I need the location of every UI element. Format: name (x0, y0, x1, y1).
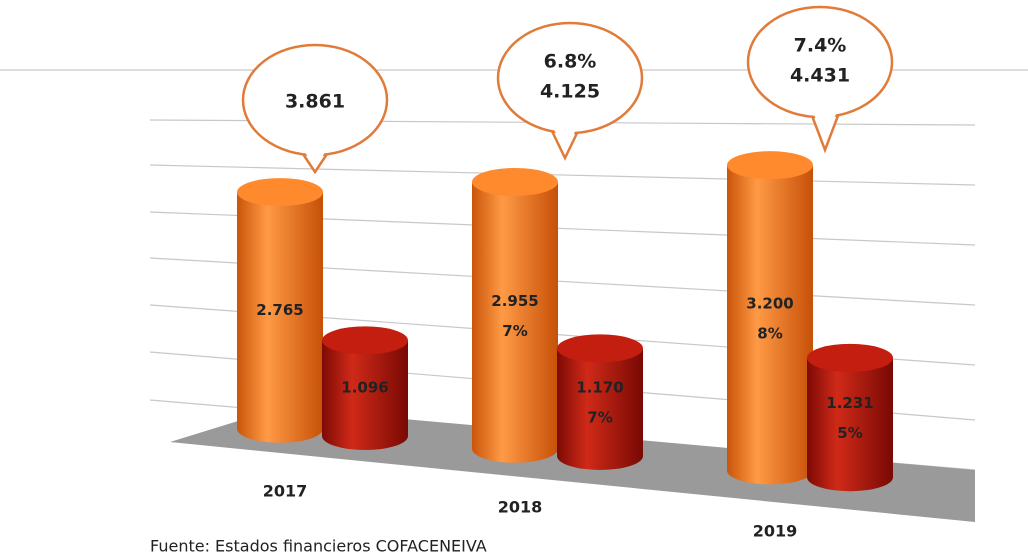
growth-label: 8% (757, 324, 782, 342)
cylinder-top (472, 167, 558, 196)
cylinder-top (237, 178, 323, 207)
callout (496, 21, 644, 135)
growth-label: 7% (587, 409, 612, 427)
total-label: 4.431 (790, 65, 850, 87)
cylinder (237, 192, 323, 443)
cylinder (727, 165, 813, 485)
growth-label: 7% (502, 322, 527, 340)
cylinder-top (557, 334, 643, 363)
total-growth-label: 6.8% (544, 51, 597, 73)
cylinder (807, 357, 893, 492)
value-label: 1.231 (826, 394, 873, 412)
value-label: 3.200 (746, 294, 793, 312)
cylinder (322, 340, 408, 451)
total-label: 4.125 (540, 81, 600, 103)
callout (746, 5, 894, 119)
callout-join (303, 149, 327, 168)
callout-join (553, 127, 577, 154)
cylinder-top (322, 326, 408, 355)
total-growth-label: 7.4% (794, 35, 847, 57)
growth-label: 5% (837, 424, 862, 442)
x-tick-label: 2018 (498, 498, 543, 517)
callout-join (813, 111, 837, 146)
value-label: 1.170 (576, 379, 623, 397)
cylinder-top (807, 343, 893, 372)
x-tick-label: 2017 (263, 482, 308, 501)
value-label: 1.096 (341, 379, 388, 397)
value-label: 2.955 (491, 292, 538, 310)
cylinder (472, 181, 558, 463)
source-note: Fuente: Estados financieros COFACENEIVA (150, 537, 487, 556)
cylinder (557, 348, 643, 470)
value-label: 2.765 (256, 301, 303, 319)
total-label: 3.861 (285, 91, 345, 113)
cylinder-top (727, 151, 813, 180)
x-tick-label: 2019 (753, 522, 798, 541)
